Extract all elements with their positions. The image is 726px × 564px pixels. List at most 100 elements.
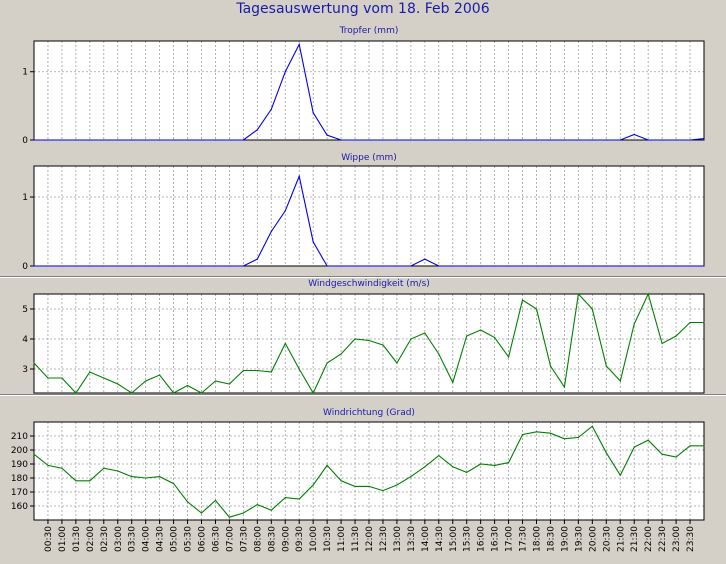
data-point [633,265,635,267]
x-tick-label: 09:30 [295,526,305,552]
data-point [47,265,49,267]
x-tick-label: 20:00 [588,526,598,552]
data-point [424,258,426,260]
data-point [340,480,342,482]
x-tick-label: 21:30 [630,526,640,552]
data-point [661,265,663,267]
x-tick-label: 03:00 [114,526,124,552]
x-tick-label: 06:30 [211,526,221,552]
chart-title: Windgeschwindigkeit (m/s) [308,279,430,289]
data-point [117,139,119,141]
data-point [633,323,635,325]
data-point [494,336,496,339]
y-tick-label: 180 [11,474,28,484]
data-point [633,133,635,136]
data-point [507,356,510,358]
data-point [396,265,398,267]
data-point [424,466,426,468]
x-tick-label: 14:30 [435,526,445,552]
x-tick-label: 12:00 [365,526,375,552]
x-tick-label: 00:30 [44,526,54,552]
data-point [521,265,524,267]
data-point [242,265,244,267]
data-point [186,501,189,503]
x-tick-label: 21:00 [616,526,626,552]
data-point [354,485,356,487]
y-tick-label: 0 [22,136,28,146]
data-point [47,464,49,466]
x-tick-label: 10:30 [323,526,333,552]
data-point [661,453,663,455]
data-point [703,138,705,140]
x-tick-label: 17:00 [505,526,515,552]
data-point [563,386,566,388]
data-point [396,484,398,486]
data-point [577,265,579,267]
data-point [521,299,524,301]
data-point [270,371,272,373]
data-point [145,477,147,479]
y-tick-label: 0 [22,262,28,272]
data-point [521,139,524,141]
data-point [466,139,468,141]
data-point [521,434,524,436]
data-point [326,362,328,364]
data-point [410,338,412,340]
data-point [47,377,49,379]
data-point [103,265,105,267]
x-tick-label: 23:30 [686,526,696,552]
x-tick-label: 05:00 [170,526,180,552]
data-point [605,365,607,367]
data-point [159,374,161,376]
data-point [424,332,426,334]
data-point [535,265,538,267]
data-point [228,383,231,385]
panel-separator [0,394,726,396]
data-point [452,139,454,141]
data-point [675,335,677,337]
x-tick-label: 06:00 [198,526,208,552]
x-tick-label: 20:30 [602,526,612,552]
data-point [89,371,91,373]
data-point [200,139,203,141]
data-point [159,476,161,478]
data-point [563,438,566,440]
y-tick-label: 170 [11,488,28,498]
y-tick-label: 200 [11,446,28,456]
data-point [382,490,384,492]
data-point [61,139,63,141]
data-point [89,139,91,141]
data-point [75,265,77,267]
data-point [242,139,244,141]
data-point [33,139,35,141]
data-point [480,463,482,465]
data-point [605,265,607,267]
data-point [452,466,454,468]
data-point [507,139,510,141]
x-tick-label: 11:00 [337,526,347,552]
data-point [591,425,593,427]
data-point [61,265,63,267]
data-point [480,265,482,267]
x-tick-label: 10:00 [309,526,319,552]
data-point [480,329,482,331]
data-point [145,139,147,141]
data-point [270,509,272,511]
data-point [270,108,272,110]
data-point [340,265,342,267]
data-point [256,369,258,372]
data-point [75,139,77,141]
data-point [284,71,286,73]
data-point [507,462,510,464]
data-point [33,453,35,455]
data-point [172,392,175,394]
data-point [186,265,189,267]
data-point [103,377,105,379]
data-point [438,455,440,457]
data-point [200,512,203,514]
data-point [89,480,91,482]
data-point [214,380,217,382]
data-point [633,446,635,448]
data-point [145,265,147,267]
data-point [61,467,63,469]
